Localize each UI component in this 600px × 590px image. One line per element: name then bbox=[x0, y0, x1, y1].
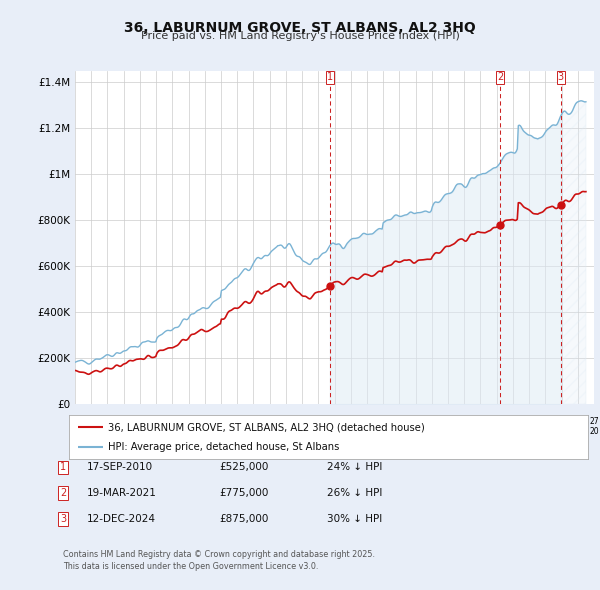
Text: 25
20: 25 20 bbox=[557, 418, 566, 436]
Text: 17-SEP-2010: 17-SEP-2010 bbox=[87, 463, 153, 472]
Text: £875,000: £875,000 bbox=[219, 514, 268, 524]
Text: 3: 3 bbox=[60, 514, 66, 524]
Text: 24
20: 24 20 bbox=[541, 418, 550, 436]
Text: 01
20: 01 20 bbox=[167, 418, 177, 436]
Text: 27
20: 27 20 bbox=[589, 418, 599, 436]
Text: 09
20: 09 20 bbox=[297, 418, 307, 436]
Text: 19
20: 19 20 bbox=[460, 418, 469, 436]
Text: 97
19: 97 19 bbox=[103, 418, 112, 436]
Text: 36, LABURNUM GROVE, ST ALBANS, AL2 3HQ (detached house): 36, LABURNUM GROVE, ST ALBANS, AL2 3HQ (… bbox=[108, 422, 425, 432]
Text: Price paid vs. HM Land Registry's House Price Index (HPI): Price paid vs. HM Land Registry's House … bbox=[140, 31, 460, 41]
Text: This data is licensed under the Open Government Licence v3.0.: This data is licensed under the Open Gov… bbox=[63, 562, 319, 571]
Text: 16
20: 16 20 bbox=[411, 418, 421, 436]
Text: 23
20: 23 20 bbox=[524, 418, 534, 436]
Text: £775,000: £775,000 bbox=[219, 489, 268, 498]
Text: £525,000: £525,000 bbox=[219, 463, 268, 472]
Text: 99
19: 99 19 bbox=[135, 418, 145, 436]
Text: 07
20: 07 20 bbox=[265, 418, 275, 436]
Text: HPI: Average price, detached house, St Albans: HPI: Average price, detached house, St A… bbox=[108, 442, 340, 451]
Text: 04
20: 04 20 bbox=[216, 418, 226, 436]
Text: 2: 2 bbox=[60, 489, 66, 498]
Text: 02
20: 02 20 bbox=[184, 418, 193, 436]
Text: 10
20: 10 20 bbox=[313, 418, 323, 436]
Text: 95
19: 95 19 bbox=[70, 418, 80, 436]
Text: 11
20: 11 20 bbox=[329, 418, 340, 436]
Text: 98
19: 98 19 bbox=[119, 418, 128, 436]
Text: 26% ↓ HPI: 26% ↓ HPI bbox=[327, 489, 382, 498]
Text: 18
20: 18 20 bbox=[443, 418, 453, 436]
Text: 30% ↓ HPI: 30% ↓ HPI bbox=[327, 514, 382, 524]
Text: 36, LABURNUM GROVE, ST ALBANS, AL2 3HQ: 36, LABURNUM GROVE, ST ALBANS, AL2 3HQ bbox=[124, 21, 476, 35]
Text: 12-DEC-2024: 12-DEC-2024 bbox=[87, 514, 156, 524]
Text: 19-MAR-2021: 19-MAR-2021 bbox=[87, 489, 157, 498]
Text: 15
20: 15 20 bbox=[395, 418, 404, 436]
Text: 14
20: 14 20 bbox=[379, 418, 388, 436]
Text: 08
20: 08 20 bbox=[281, 418, 290, 436]
Text: 20
20: 20 20 bbox=[476, 418, 485, 436]
Text: 13
20: 13 20 bbox=[362, 418, 372, 436]
Text: 2: 2 bbox=[497, 73, 503, 83]
Text: 22
20: 22 20 bbox=[508, 418, 518, 436]
Text: 24% ↓ HPI: 24% ↓ HPI bbox=[327, 463, 382, 472]
Text: 03
20: 03 20 bbox=[200, 418, 209, 436]
Text: 1: 1 bbox=[60, 463, 66, 472]
Text: 96
19: 96 19 bbox=[86, 418, 96, 436]
Text: Contains HM Land Registry data © Crown copyright and database right 2025.: Contains HM Land Registry data © Crown c… bbox=[63, 550, 375, 559]
Text: 06
20: 06 20 bbox=[248, 418, 258, 436]
Text: 21
20: 21 20 bbox=[492, 418, 502, 436]
Text: 1: 1 bbox=[327, 73, 333, 83]
Text: 05
20: 05 20 bbox=[232, 418, 242, 436]
Text: 17
20: 17 20 bbox=[427, 418, 437, 436]
Text: 3: 3 bbox=[557, 73, 564, 83]
Text: 26
20: 26 20 bbox=[573, 418, 583, 436]
Text: 12
20: 12 20 bbox=[346, 418, 356, 436]
Text: 00
20: 00 20 bbox=[151, 418, 161, 436]
